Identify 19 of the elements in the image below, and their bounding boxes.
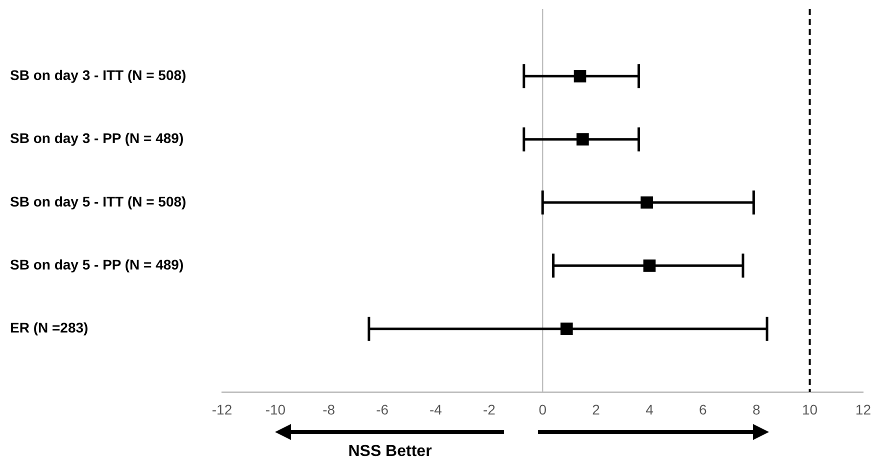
x-tick-label: -2 xyxy=(482,401,496,418)
x-tick-label: -12 xyxy=(212,401,232,418)
y-tick-label: SB on day 3 - ITT (N = 508) xyxy=(10,67,186,84)
x-tick-label: 8 xyxy=(752,401,760,418)
text: NSS Better xyxy=(348,443,432,461)
x-tick-label: 10 xyxy=(802,401,818,418)
y-tick-label: SB on day 5 - ITT (N = 508) xyxy=(10,193,186,210)
x-tick-label: -10 xyxy=(265,401,286,418)
x-tick-label: -8 xyxy=(322,401,336,418)
x-tick-label: 6 xyxy=(699,401,708,418)
y-tick-label: ER (N =283) xyxy=(10,320,88,336)
x-tick-label: 12 xyxy=(855,401,872,418)
x-tick-label: -6 xyxy=(376,401,389,418)
x-tick-label: 2 xyxy=(592,401,600,418)
y-tick-label: SB on day 5 - PP (N = 489) xyxy=(10,256,184,273)
x-tick-label: 4 xyxy=(646,401,654,418)
x-tick-label: 0 xyxy=(538,401,547,418)
y-tick-label: SB on day 3 - PP (N = 489) xyxy=(10,130,184,146)
x-tick-label: -4 xyxy=(430,401,442,418)
